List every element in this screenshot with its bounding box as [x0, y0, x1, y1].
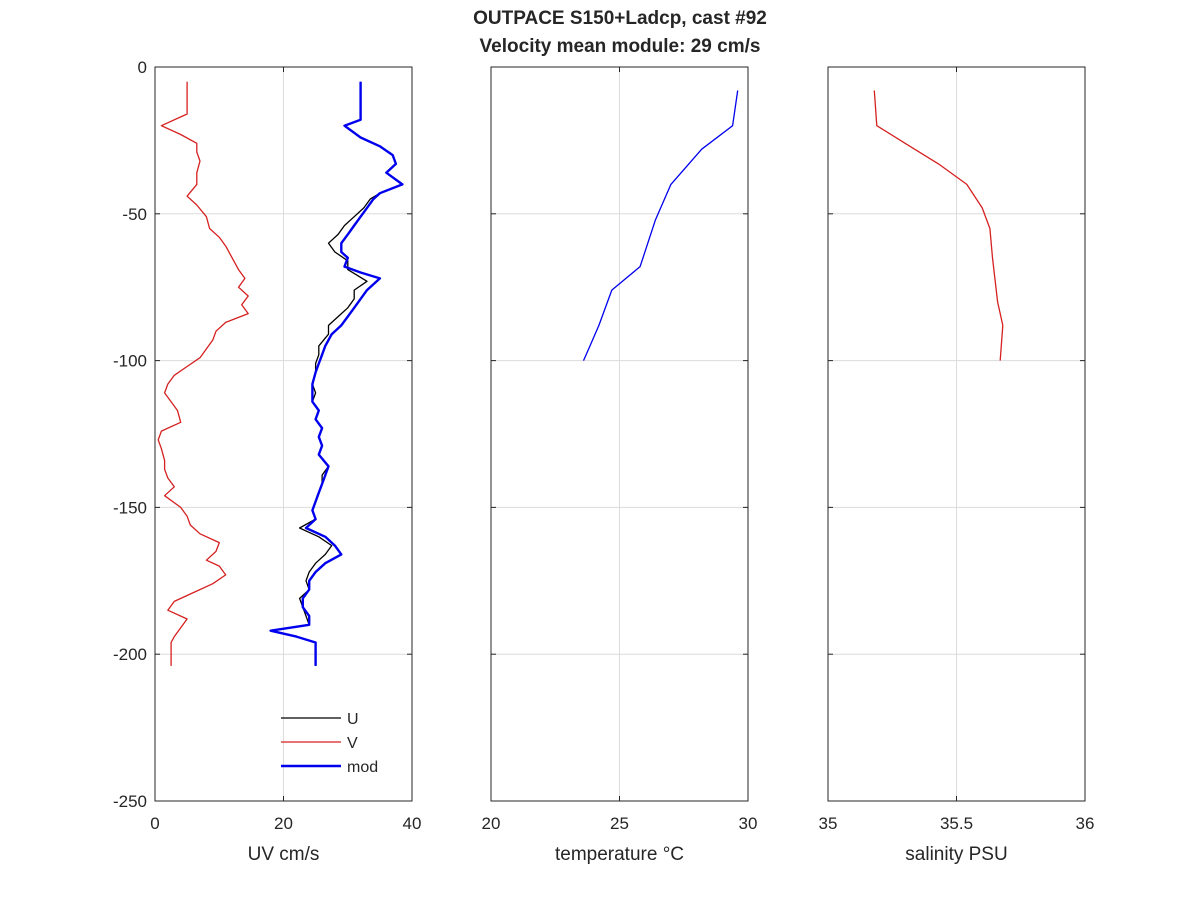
- x-tick-label: 35.5: [940, 814, 973, 833]
- legend-label-mod: mod: [347, 759, 378, 776]
- y-tick-label: -150: [113, 498, 147, 517]
- panel-2: 20 25 30 temperature °C: [482, 66, 758, 865]
- y-tick-label: -200: [113, 645, 147, 664]
- x-axis-label: UV cm/s: [248, 844, 320, 865]
- x-tick-label: 30: [739, 814, 758, 833]
- panel-3: 35 35.5 36 salinity PSU: [819, 66, 1095, 865]
- x-tick-label: 35: [819, 814, 838, 833]
- series-line-1: [873, 90, 1004, 361]
- y-tick-label: 0: [138, 58, 147, 77]
- x-tick-label: 20: [274, 814, 293, 833]
- legend-label-u: U: [347, 711, 359, 728]
- x-tick-label: 40: [403, 814, 422, 833]
- figure-title-line2: Velocity mean module: 29 cm/s: [480, 36, 761, 57]
- y-tick-label: -250: [113, 792, 147, 811]
- x-tick-label: 20: [482, 814, 501, 833]
- x-tick-label: 25: [610, 814, 629, 833]
- y-tick-label: -100: [113, 352, 147, 371]
- series-line-1: [582, 90, 739, 361]
- legend-label-v: V: [347, 735, 358, 752]
- series-line-mod: [269, 81, 404, 666]
- y-tick-label: -50: [122, 205, 147, 224]
- x-axis-label: salinity PSU: [905, 844, 1007, 865]
- figure-title-line1: OUTPACE S150+Ladcp, cast #92: [473, 8, 767, 29]
- x-axis-label: temperature °C: [555, 844, 684, 865]
- x-tick-label: 36: [1076, 814, 1095, 833]
- x-tick-label: 0: [150, 814, 159, 833]
- series-line-v: [157, 81, 249, 666]
